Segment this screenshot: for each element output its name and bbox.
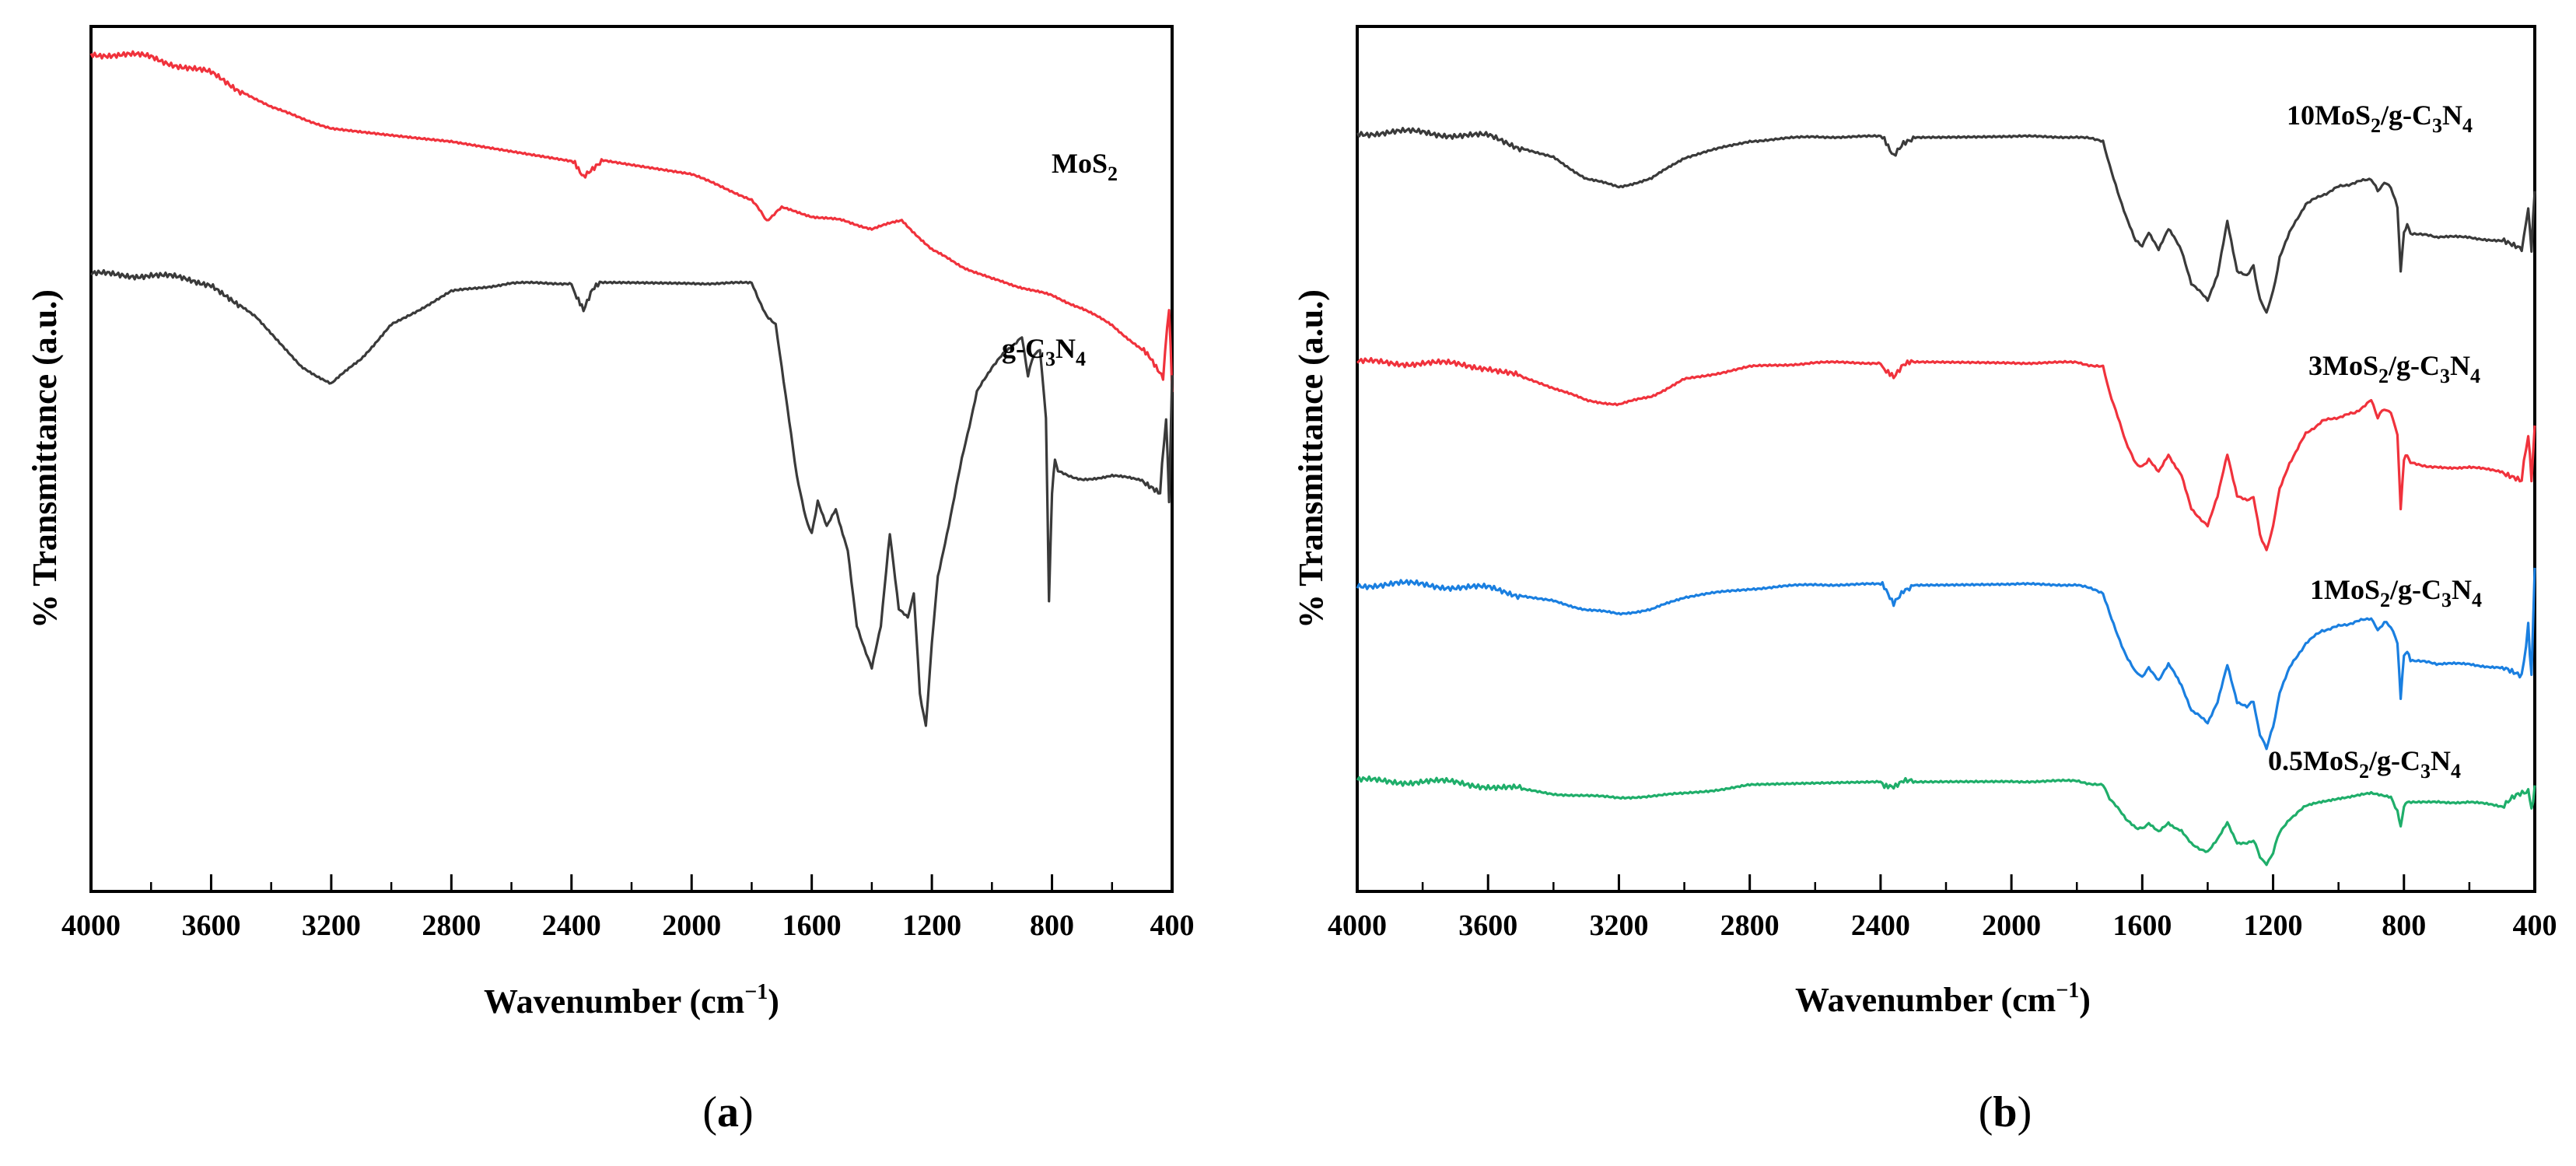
x-tick-label: 800 [2382,909,2426,942]
series-label-10mos2: 10MoS2/g-C3N4 [2287,100,2473,137]
x-tick-label: 2000 [662,909,721,942]
x-tick-label: 3600 [1458,909,1517,942]
series-group-b [1356,127,2536,867]
x-tick-label: 400 [1150,909,1195,942]
panel-label-b: (b) [1979,1088,2032,1136]
series-line-10mos2-g-c3n4 [1356,127,2536,314]
series-group-a [89,50,1174,727]
x-tick-label: 2800 [1720,909,1780,942]
panel-label-a: (a) [702,1088,753,1136]
x-axis-title-b: Wavenumber (cm−1) [1795,979,2091,1019]
series-line-3mos2-g-c3n4 [1356,356,2536,551]
x-tick-label: 4000 [1328,909,1387,942]
panel-b: 4000 3600 3200 2800 2400 2000 1600 1200 800 400 1… [1292,25,2557,1136]
x-tick-label: 3200 [302,909,361,942]
y-axis-title-a: % Transmittance (a.u.) [26,289,64,629]
series-line-g-c3n4 [89,268,1174,727]
x-tick-label: 2400 [1851,909,1910,942]
x-tick-label: 1600 [2112,909,2172,942]
series-line-1mos2-g-c3n4 [1356,567,2536,751]
series-label-3mos2: 3MoS2/g-C3N4 [2308,350,2480,387]
x-tick-label: 3600 [181,909,240,942]
x-tick-label: 3200 [1589,909,1648,942]
plot-frame-a [89,25,1174,893]
x-ticks-a: 4000 3600 3200 2800 2400 2000 1600 1200 800 400 [61,874,1195,942]
x-ticks-b: 4000 3600 3200 2800 2400 2000 1600 1200 800 400 [1328,874,2557,942]
x-axis-title-a: Wavenumber (cm−1) [484,980,779,1021]
y-axis-title-b: % Transmittance (a.u.) [1292,289,1330,629]
series-label-mos2: MoS2 [1052,148,1118,185]
series-label-gc3n4: g-C3N4 [1002,333,1086,370]
series-line-0-5mos2-g-c3n4 [1356,775,2536,867]
x-tick-label: 400 [2513,909,2557,942]
panel-a: 4000 3600 3200 2800 2400 2000 1600 1200 800 400 M… [26,25,1195,1136]
x-tick-label: 1600 [782,909,842,942]
series-label-1mos2: 1MoS2/g-C3N4 [2310,574,2482,611]
x-tick-label: 2000 [1982,909,2041,942]
series-line-mos2 [89,50,1174,392]
x-tick-label: 2400 [542,909,601,942]
x-tick-label: 4000 [61,909,121,942]
x-tick-label: 1200 [2244,909,2303,942]
x-tick-label: 800 [1030,909,1074,942]
x-tick-label: 2800 [422,909,481,942]
x-tick-label: 1200 [902,909,961,942]
series-label-05mos2: 0.5MoS2/g-C3N4 [2268,745,2461,783]
